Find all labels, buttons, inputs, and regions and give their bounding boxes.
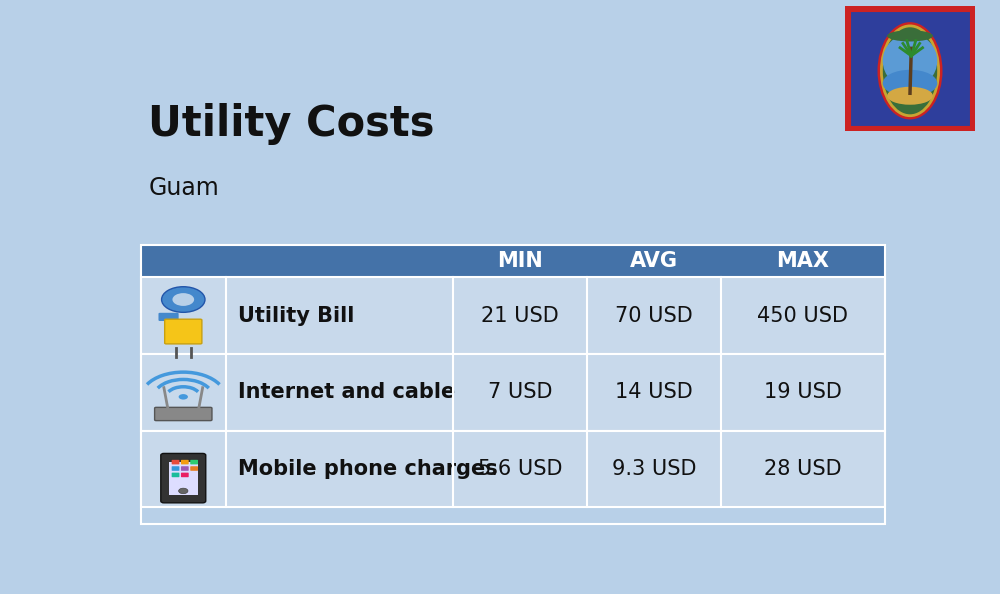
FancyBboxPatch shape	[181, 460, 189, 465]
FancyBboxPatch shape	[140, 245, 885, 277]
FancyBboxPatch shape	[190, 466, 198, 471]
Text: 9.3 USD: 9.3 USD	[612, 459, 696, 479]
Text: 450 USD: 450 USD	[757, 305, 848, 326]
FancyBboxPatch shape	[140, 277, 885, 354]
FancyBboxPatch shape	[165, 319, 202, 344]
FancyBboxPatch shape	[140, 354, 885, 431]
FancyBboxPatch shape	[155, 407, 212, 421]
FancyBboxPatch shape	[181, 466, 189, 471]
FancyBboxPatch shape	[172, 473, 179, 477]
Circle shape	[179, 394, 188, 400]
Ellipse shape	[883, 70, 937, 97]
Text: Mobile phone charges: Mobile phone charges	[238, 459, 497, 479]
Ellipse shape	[881, 26, 939, 116]
FancyBboxPatch shape	[181, 473, 189, 477]
FancyBboxPatch shape	[140, 431, 885, 507]
Circle shape	[179, 488, 188, 494]
FancyBboxPatch shape	[169, 462, 198, 495]
Text: 19 USD: 19 USD	[764, 383, 842, 402]
Ellipse shape	[878, 22, 942, 119]
Ellipse shape	[883, 34, 937, 88]
Text: 14 USD: 14 USD	[615, 383, 693, 402]
Ellipse shape	[887, 30, 933, 42]
Text: MIN: MIN	[497, 251, 543, 271]
FancyBboxPatch shape	[172, 466, 179, 471]
Text: Utility Costs: Utility Costs	[148, 103, 435, 146]
Text: 5.6 USD: 5.6 USD	[478, 459, 562, 479]
Text: Internet and cable: Internet and cable	[238, 383, 455, 402]
Ellipse shape	[887, 87, 933, 105]
Text: AVG: AVG	[630, 251, 678, 271]
Text: 7 USD: 7 USD	[488, 383, 552, 402]
FancyBboxPatch shape	[172, 460, 179, 465]
Circle shape	[162, 287, 205, 312]
Circle shape	[172, 293, 194, 306]
Text: 28 USD: 28 USD	[764, 459, 841, 479]
Text: Guam: Guam	[148, 176, 219, 201]
FancyBboxPatch shape	[161, 453, 206, 503]
Text: MAX: MAX	[776, 251, 829, 271]
Text: Utility Bill: Utility Bill	[238, 305, 354, 326]
FancyBboxPatch shape	[158, 313, 179, 321]
Text: 21 USD: 21 USD	[481, 305, 559, 326]
FancyBboxPatch shape	[190, 460, 198, 465]
Text: 70 USD: 70 USD	[615, 305, 693, 326]
FancyBboxPatch shape	[845, 6, 975, 131]
